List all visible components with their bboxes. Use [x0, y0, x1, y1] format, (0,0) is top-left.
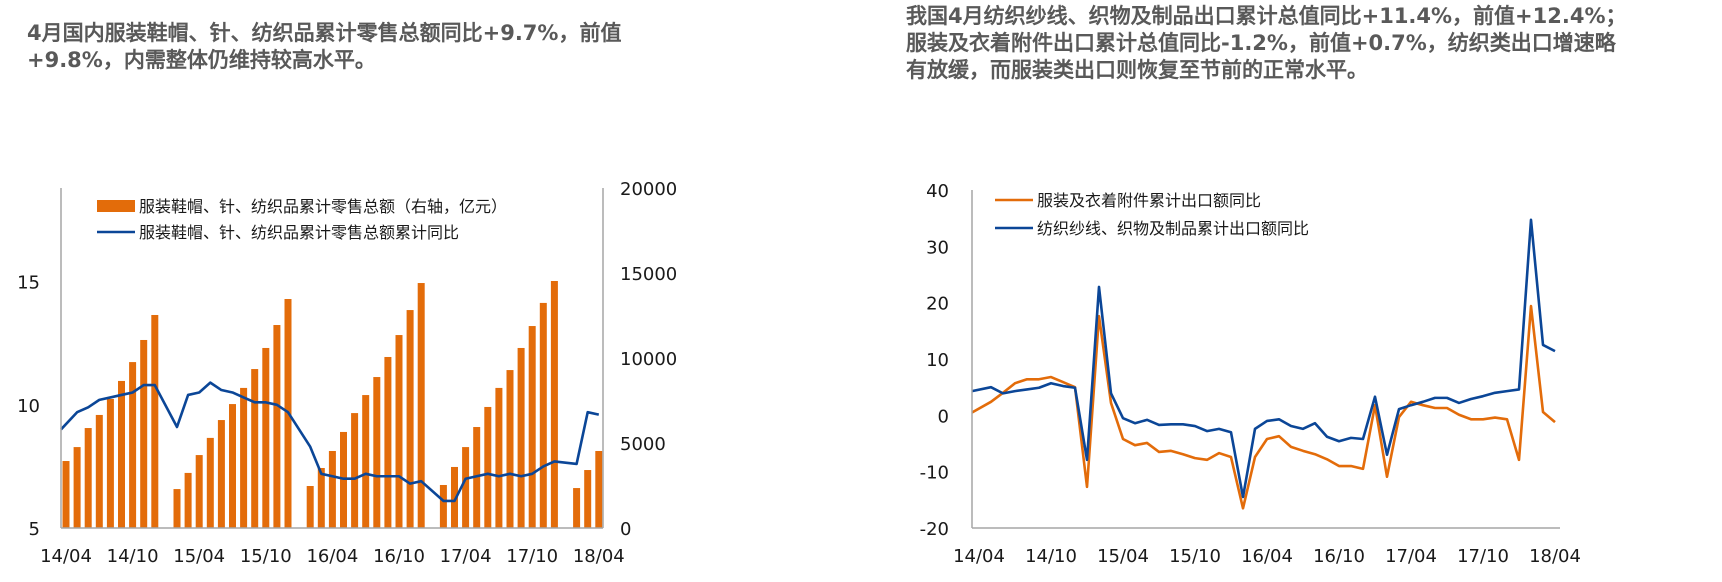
x-tick-label: 17/10: [1457, 546, 1509, 567]
legend-label-textile: 纺织纱线、织物及制品累计出口额同比: [1037, 219, 1309, 238]
retail-total-bar: [451, 466, 458, 528]
y-tick-label: -20: [920, 519, 949, 540]
retail-total-bar: [539, 302, 547, 528]
y-tick-label: 30: [926, 237, 949, 258]
retail-total-bar: [106, 398, 114, 528]
left-title-line-1: 4月国内服装鞋帽、针、纺织品累计零售总额同比+9.7%，前值: [27, 21, 622, 45]
retail-total-bar: [306, 486, 314, 528]
retail-total-bar: [95, 414, 103, 528]
y-tick-label: 10: [926, 350, 949, 371]
y-tick-label: 40: [926, 181, 949, 202]
retail-total-bar: [251, 369, 259, 528]
apparel-export-yoy-line: [971, 304, 1556, 510]
legend-bar-swatch: [97, 200, 135, 212]
legend-label-retail-yoy: 服装鞋帽、针、纺织品累计零售总额累计同比: [139, 223, 459, 242]
left-title-line-2: +9.8%，内需整体仍维持较高水平。: [27, 48, 376, 72]
y-tick-label: 0: [938, 406, 949, 427]
x-tick-label: 14/10: [107, 546, 159, 567]
left-y-tick-label: 10: [17, 396, 40, 417]
x-tick-label: 18/04: [1529, 546, 1581, 567]
retail-sales-chart: 5 10 15 0 5000 10000 15000 20000 14/04 14/10 15/04…: [17, 179, 677, 567]
retail-yoy-line: [60, 381, 600, 503]
retail-total-bar: [362, 395, 370, 528]
retail-total-bar: [151, 314, 159, 528]
retail-total-bar: [584, 470, 592, 528]
retail-total-bar: [328, 450, 336, 528]
retail-total-bar: [262, 347, 270, 528]
retail-total-bar: [506, 370, 514, 528]
x-tick-label: 16/10: [373, 546, 425, 567]
right-title-line-2: 服装及衣着附件出口累计总值同比-1.2%，前值+0.7%，纺织类出口增速略: [906, 31, 1616, 55]
x-tick-label: 15/10: [1169, 546, 1221, 567]
x-tick-label: 16/04: [1241, 546, 1293, 567]
x-tick-label: 15/10: [240, 546, 292, 567]
retail-total-bar: [439, 484, 447, 528]
retail-total-bar: [217, 420, 225, 528]
right-y-tick-label: 20000: [620, 179, 677, 200]
retail-total-bar: [384, 356, 392, 528]
retail-total-bar: [317, 467, 325, 528]
retail-total-bar: [595, 450, 603, 528]
left-chart-title: 4月国内服装鞋帽、针、纺织品累计零售总额同比+9.7%，前值 +9.8%，内需整…: [27, 20, 727, 74]
x-tick-label: 15/04: [173, 546, 225, 567]
legend-label-apparel: 服装及衣着附件累计出口额同比: [1037, 191, 1261, 210]
x-tick-label: 15/04: [1097, 546, 1149, 567]
retail-total-bar: [351, 413, 359, 528]
right-y-tick-label: 5000: [620, 434, 666, 455]
x-tick-label: 17/04: [440, 546, 492, 567]
x-tick-label: 14/04: [953, 546, 1005, 567]
y-tick-label: -10: [920, 463, 949, 484]
right-y-tick-label: 0: [620, 519, 631, 540]
legend-label-retail-total: 服装鞋帽、针、纺织品累计零售总额（右轴，亿元）: [139, 197, 507, 216]
retail-total-bar: [129, 362, 137, 528]
retail-total-bar: [406, 310, 414, 528]
left-y-tick-label: 15: [17, 273, 40, 294]
retail-total-bar: [84, 428, 92, 528]
retail-total-bar: [62, 461, 70, 528]
retail-total-bar: [118, 380, 125, 528]
retail-total-bar: [573, 488, 581, 528]
retail-total-bar: [195, 455, 203, 528]
retail-total-bar: [173, 489, 181, 528]
x-tick-label: 14/04: [40, 546, 92, 567]
right-chart-title: 我国4月纺织纱线、织物及制品出口累计总值同比+11.4%，前值+12.4%； 服…: [906, 3, 1716, 84]
retail-total-bar: [495, 387, 503, 528]
right-title-line-3: 有放缓，而服装类出口则恢复至节前的正常水平。: [906, 58, 1368, 82]
retail-total-bar: [528, 326, 536, 528]
x-tick-label: 16/04: [306, 546, 358, 567]
retail-total-bar: [184, 472, 192, 528]
retail-total-bar: [484, 406, 492, 528]
retail-total-bar: [229, 404, 236, 528]
retail-total-bar: [373, 377, 381, 528]
retail-total-bar: [395, 335, 403, 528]
retail-total-bar: [206, 437, 214, 528]
retail-total-bar: [240, 387, 248, 528]
textile-export-yoy-line: [971, 218, 1556, 499]
retail-total-bar: [550, 280, 558, 528]
retail-total-bar: [140, 339, 148, 528]
x-tick-label: 18/04: [573, 546, 625, 567]
retail-total-bar: [517, 347, 525, 528]
x-tick-label: 17/10: [506, 546, 558, 567]
x-tick-label: 16/10: [1313, 546, 1365, 567]
x-tick-label: 14/10: [1025, 546, 1077, 567]
right-y-tick-label: 15000: [620, 264, 677, 285]
retail-total-bar: [73, 447, 81, 528]
retail-total-bar: [462, 447, 470, 528]
right-y-tick-label: 10000: [620, 349, 677, 370]
y-tick-label: 20: [926, 294, 949, 315]
left-y-tick-label: 5: [29, 519, 40, 540]
export-yoy-chart: -20 -10 0 10 20 30 40 14/04 14/10 15/04 15/10 16/04…: [920, 181, 1581, 567]
retail-total-bar: [273, 325, 281, 528]
retail-total-bar: [417, 283, 425, 528]
x-tick-label: 17/04: [1385, 546, 1437, 567]
right-title-line-1: 我国4月纺织纱线、织物及制品出口累计总值同比+11.4%，前值+12.4%；: [906, 4, 1627, 28]
